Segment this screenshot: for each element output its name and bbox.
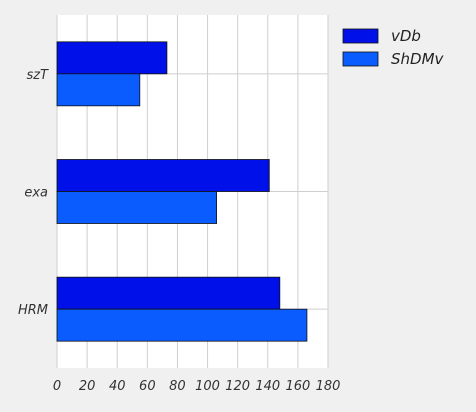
y-tick-label: szT (26, 68, 49, 83)
bar-ShDMv-HRM (56, 308, 308, 342)
x-tick-label: 140 (255, 379, 280, 394)
x-tick-label: 100 (195, 379, 220, 394)
legend-swatch-ShDMv (342, 51, 379, 67)
bar-vDb-szT (56, 41, 168, 75)
legend-label-ShDMv: ShDMv (391, 50, 445, 68)
bar-ShDMv-szT (56, 73, 141, 107)
bar-vDb-HRM (56, 276, 281, 310)
legend-label-vDb: vDb (391, 27, 421, 45)
x-tick-label: 120 (225, 379, 250, 394)
y-tick-label: exa (24, 186, 48, 201)
x-tick-label: 160 (285, 379, 310, 394)
x-tick-label: 40 (109, 379, 126, 394)
x-tick-label: 80 (169, 379, 186, 394)
x-tick-label: 0 (53, 379, 61, 394)
legend-swatch-vDb (342, 28, 379, 44)
bar-vDb-exa (56, 159, 270, 192)
y-tick-label: HRM (18, 303, 48, 318)
x-tick-label: 20 (79, 379, 96, 394)
x-tick-label: 180 (316, 379, 341, 394)
bar-ShDMv-exa (56, 191, 217, 224)
x-tick-label: 60 (139, 379, 156, 394)
